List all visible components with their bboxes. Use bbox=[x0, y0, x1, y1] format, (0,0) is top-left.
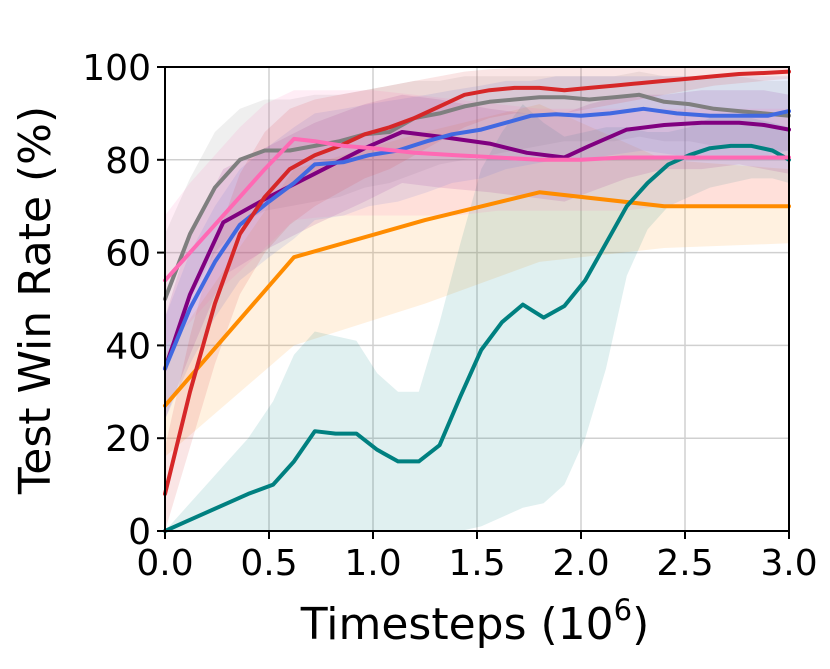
series-1-line bbox=[163, 190, 791, 408]
x-tick-label: 0.5 bbox=[240, 543, 297, 584]
x-axis-title-exponent: 6 bbox=[614, 593, 632, 627]
y-tick-label: 80 bbox=[105, 141, 151, 182]
series-2-band bbox=[165, 104, 789, 531]
x-tick-label: 2.5 bbox=[656, 543, 713, 584]
x-tick-label: 2.0 bbox=[552, 543, 609, 584]
x-tick-label: 1.0 bbox=[344, 543, 401, 584]
y-tick-label: 20 bbox=[105, 419, 151, 460]
axis-ticks: 0.0 0.5 1.0 1.5 2.0 2.5 3.0 0 20 40 60 80 100 bbox=[82, 48, 817, 584]
x-tick-label: 0.0 bbox=[136, 543, 193, 584]
series-5-line bbox=[163, 106, 791, 371]
series-lines bbox=[163, 69, 791, 533]
y-tick-label: 60 bbox=[105, 234, 151, 275]
x-tick-label: 3.0 bbox=[760, 543, 817, 584]
y-axis-title: Test Win Rate (%) bbox=[10, 106, 61, 495]
y-tick-label: 0 bbox=[128, 512, 151, 553]
x-axis-title: Timesteps (106) bbox=[300, 593, 650, 650]
x-axis-title-end: ) bbox=[632, 599, 649, 650]
series-7-line bbox=[163, 136, 791, 283]
series-1-band bbox=[165, 104, 789, 457]
series-6-band bbox=[165, 67, 789, 531]
y-tick-label: 40 bbox=[105, 326, 151, 367]
y-tick-label: 100 bbox=[82, 48, 151, 89]
series-6-line bbox=[163, 69, 791, 496]
series-3-line bbox=[163, 92, 791, 301]
series-2-line bbox=[163, 143, 791, 533]
x-axis-title-text: Timesteps (10 bbox=[300, 599, 614, 650]
x-tick-label: 1.5 bbox=[448, 543, 505, 584]
